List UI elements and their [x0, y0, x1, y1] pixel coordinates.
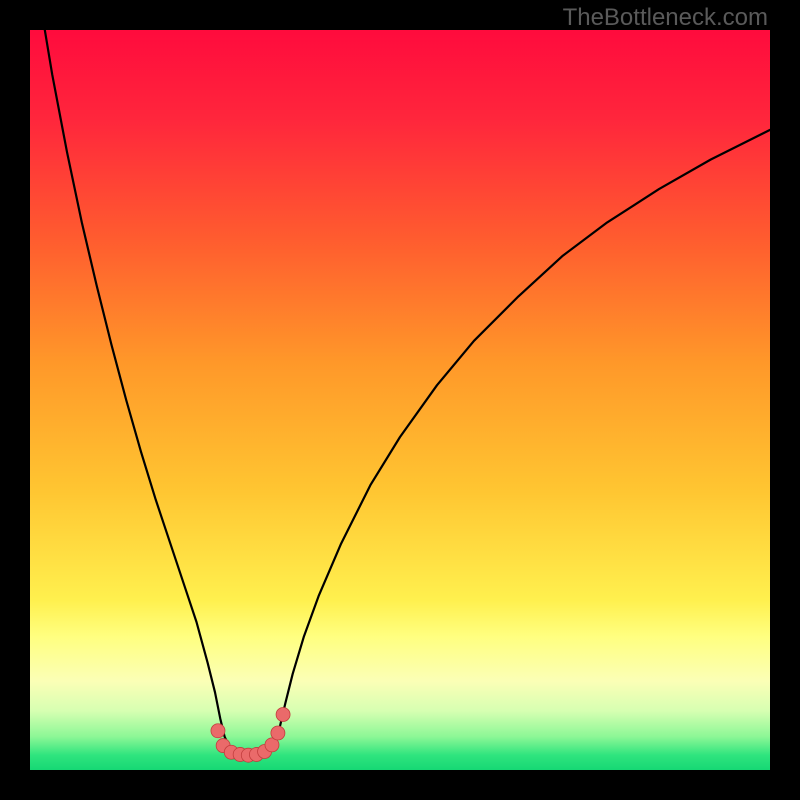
plot-area	[30, 30, 770, 770]
marker-group	[211, 708, 290, 763]
bottleneck-curve	[45, 30, 770, 755]
curve-marker	[211, 724, 225, 738]
watermark-text: TheBottleneck.com	[563, 4, 768, 32]
curve-marker	[271, 726, 285, 740]
curve-marker	[276, 708, 290, 722]
chart-svg	[30, 30, 770, 770]
